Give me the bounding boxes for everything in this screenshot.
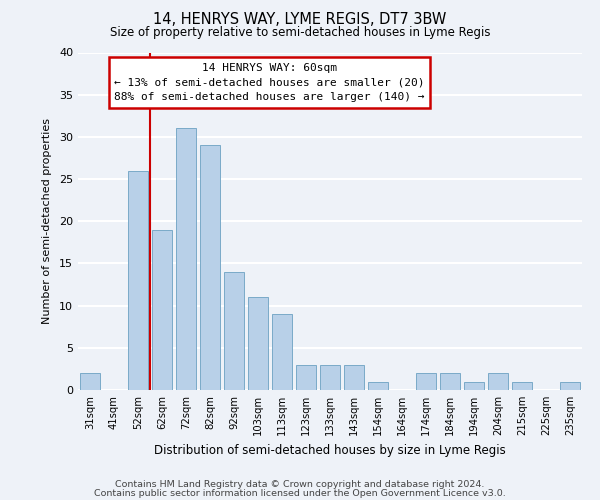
Bar xyxy=(248,297,268,390)
Bar xyxy=(200,146,220,390)
Bar xyxy=(416,373,436,390)
Bar xyxy=(344,364,364,390)
Text: 14 HENRYS WAY: 60sqm
← 13% of semi-detached houses are smaller (20)
88% of semi-: 14 HENRYS WAY: 60sqm ← 13% of semi-detac… xyxy=(114,62,425,102)
Bar xyxy=(296,364,316,390)
Bar xyxy=(488,373,508,390)
Bar xyxy=(152,230,172,390)
X-axis label: Distribution of semi-detached houses by size in Lyme Regis: Distribution of semi-detached houses by … xyxy=(154,444,506,456)
Bar xyxy=(464,382,484,390)
Bar xyxy=(320,364,340,390)
Text: 14, HENRYS WAY, LYME REGIS, DT7 3BW: 14, HENRYS WAY, LYME REGIS, DT7 3BW xyxy=(154,12,446,28)
Bar xyxy=(224,272,244,390)
Y-axis label: Number of semi-detached properties: Number of semi-detached properties xyxy=(42,118,52,324)
Text: Size of property relative to semi-detached houses in Lyme Regis: Size of property relative to semi-detach… xyxy=(110,26,490,39)
Bar xyxy=(368,382,388,390)
Bar xyxy=(440,373,460,390)
Bar xyxy=(80,373,100,390)
Bar xyxy=(272,314,292,390)
Bar xyxy=(560,382,580,390)
Text: Contains public sector information licensed under the Open Government Licence v3: Contains public sector information licen… xyxy=(94,489,506,498)
Bar xyxy=(512,382,532,390)
Text: Contains HM Land Registry data © Crown copyright and database right 2024.: Contains HM Land Registry data © Crown c… xyxy=(115,480,485,489)
Bar xyxy=(128,170,148,390)
Bar xyxy=(176,128,196,390)
